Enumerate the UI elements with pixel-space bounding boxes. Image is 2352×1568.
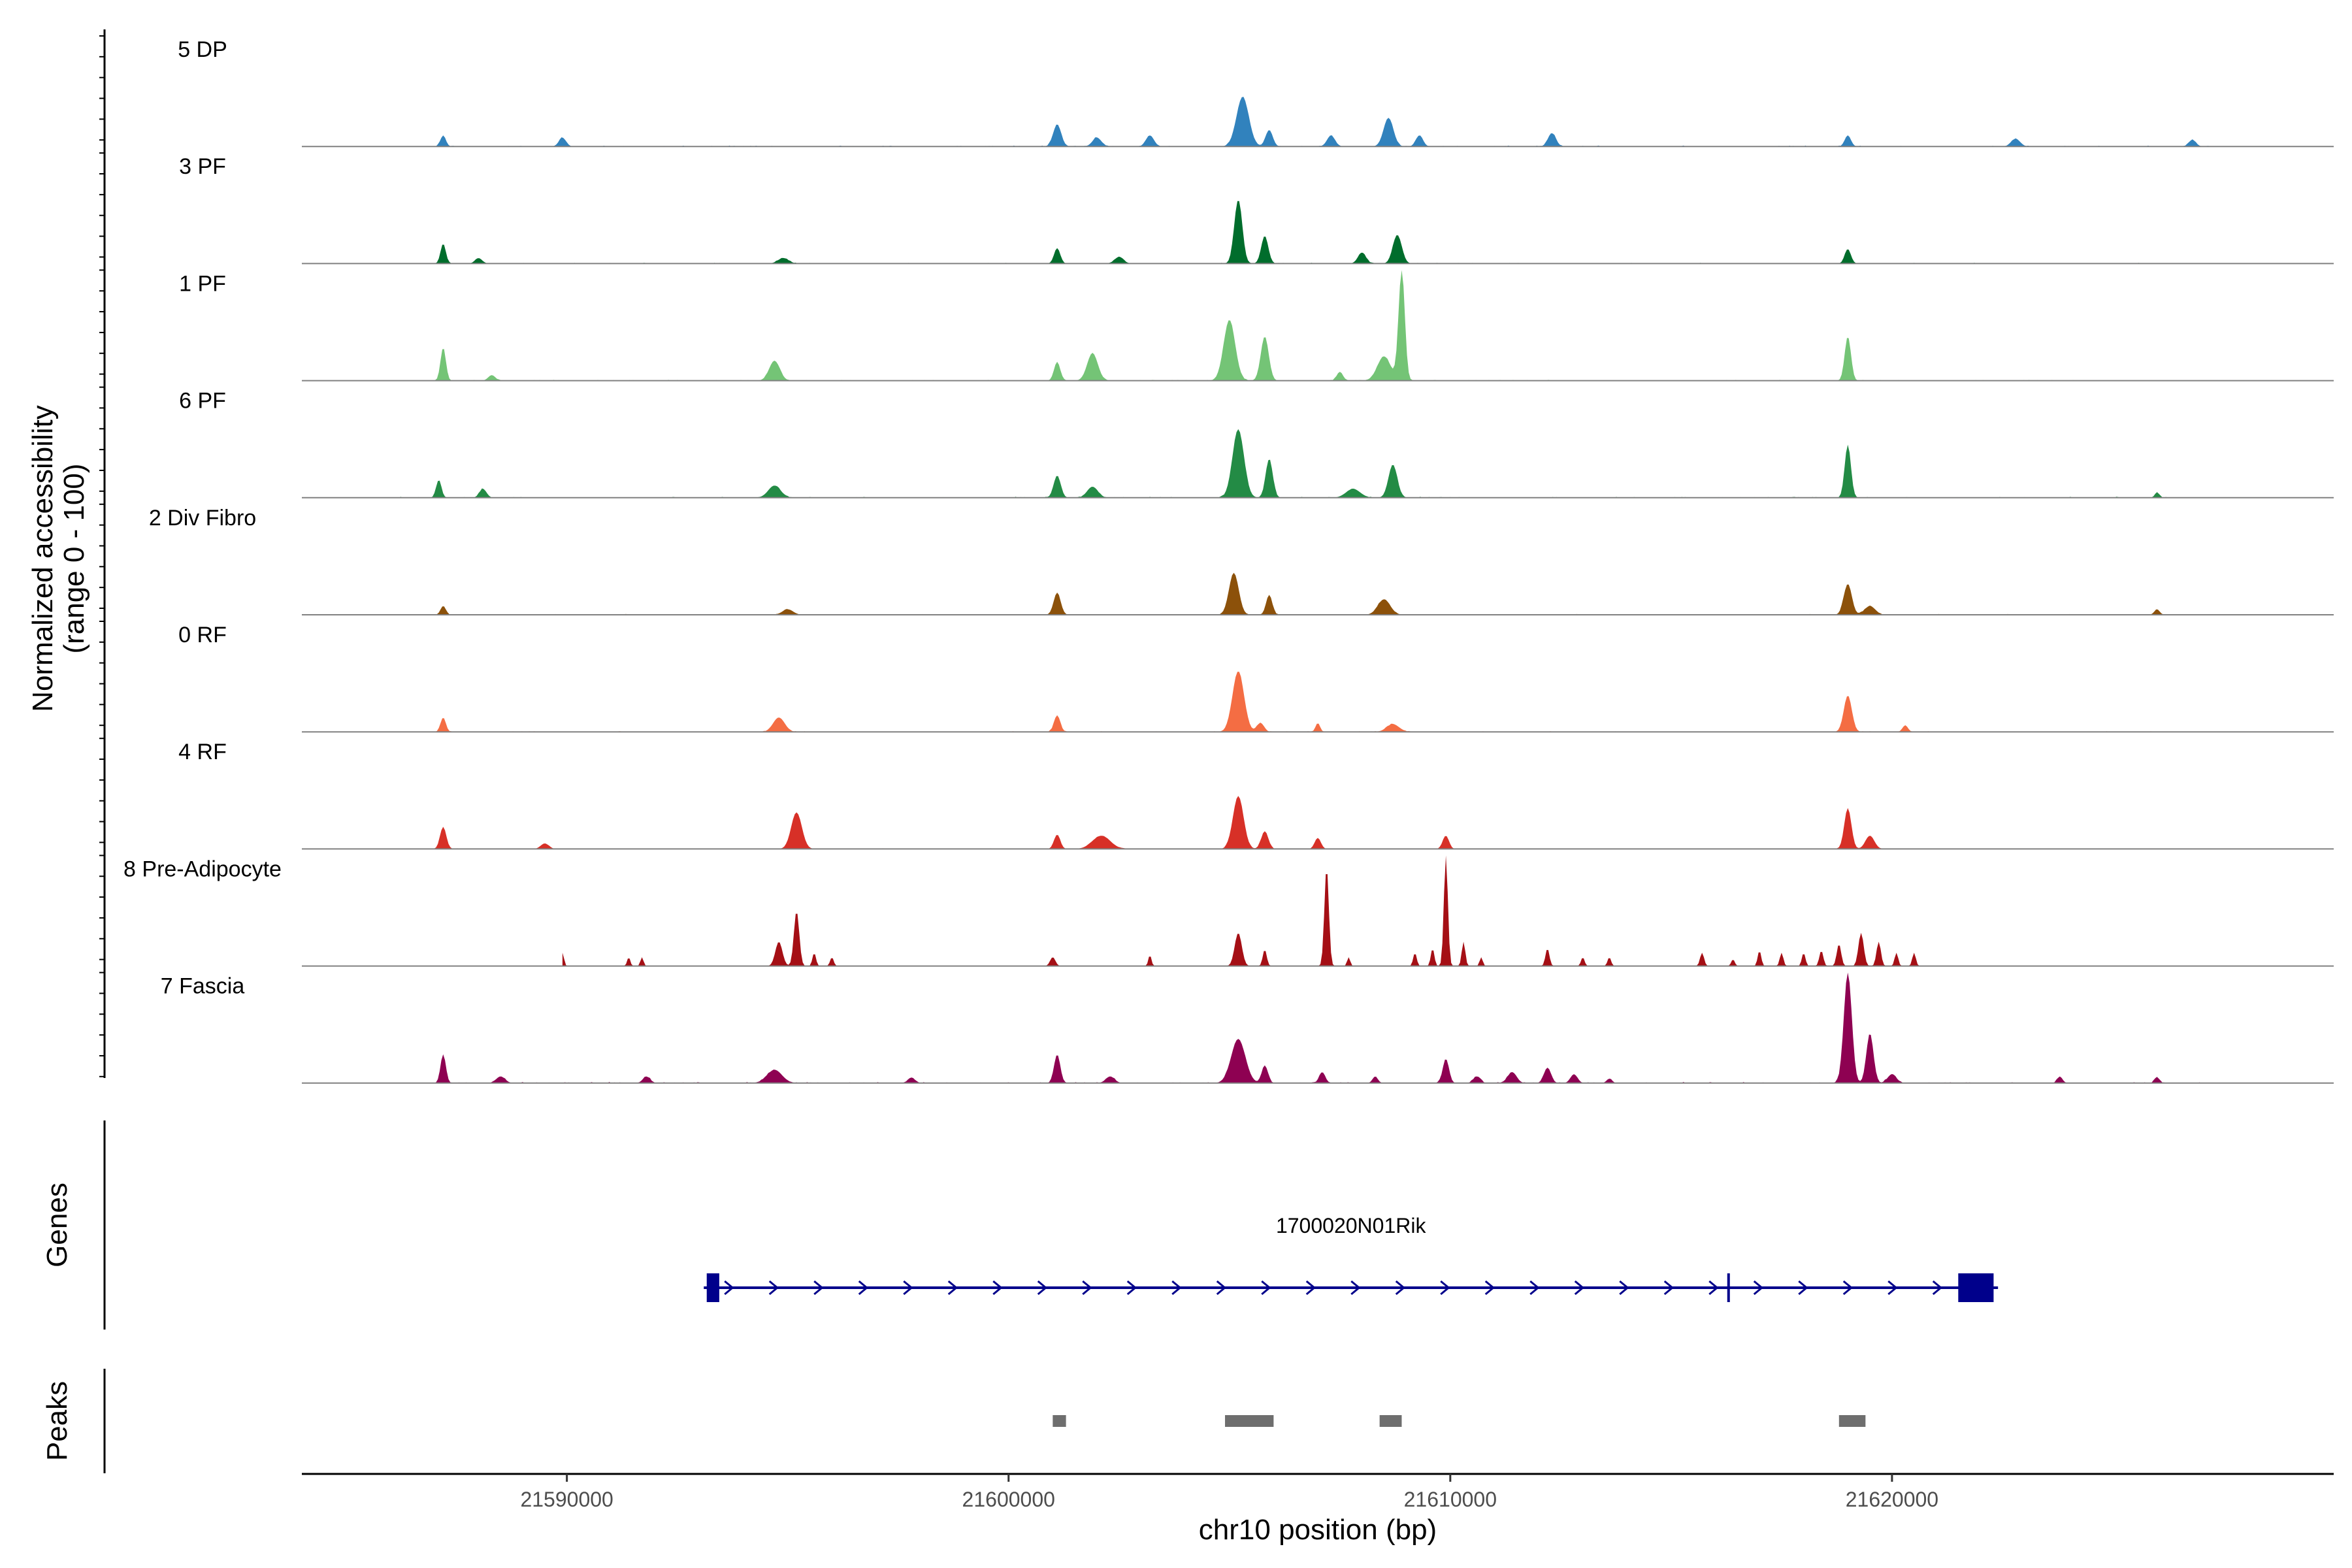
gene-strand-arrow bbox=[1305, 1280, 1316, 1296]
gene-strand-arrow bbox=[1574, 1280, 1585, 1296]
gene-strand-arrow bbox=[1261, 1280, 1271, 1296]
track-signal-area bbox=[399, 972, 2206, 1083]
gene-exon bbox=[708, 1273, 719, 1302]
gene-strand-arrow bbox=[1126, 1280, 1137, 1296]
gene-strand-arrow bbox=[992, 1280, 1003, 1296]
gene-strand-arrow bbox=[1350, 1280, 1361, 1296]
track-3-pf: 3 PF bbox=[179, 154, 2334, 265]
track-label: 4 RF bbox=[178, 740, 227, 764]
gene-strand-arrow bbox=[1619, 1280, 1629, 1296]
gene-strand-arrow bbox=[1037, 1280, 1048, 1296]
track-label: 3 PF bbox=[179, 154, 226, 179]
gene-strand-arrow bbox=[724, 1280, 734, 1296]
gene-strand-arrow bbox=[813, 1280, 824, 1296]
track-6-pf: 6 PF bbox=[179, 389, 2334, 498]
track-label: 1 PF bbox=[179, 271, 226, 296]
track-label: 6 PF bbox=[179, 389, 226, 414]
gene-strand-arrow bbox=[1932, 1280, 1943, 1296]
track-2-div-fibro: 2 Div Fibro bbox=[149, 506, 2334, 615]
gene-strand-arrow bbox=[1529, 1280, 1540, 1296]
track-1-pf: 1 PF bbox=[179, 270, 2334, 382]
gene-strand-arrow bbox=[1082, 1280, 1092, 1296]
gene-strand-arrow bbox=[1887, 1280, 1898, 1296]
track-label: 0 RF bbox=[178, 623, 227, 647]
track-label: 7 Fascia bbox=[161, 974, 245, 999]
gene-strand-arrow bbox=[1395, 1280, 1406, 1296]
gene-strand-arrow bbox=[858, 1280, 869, 1296]
gene-strand-arrow bbox=[1708, 1280, 1719, 1296]
x-axis-tick-label: 21610000 bbox=[1404, 1488, 1497, 1511]
gene-strand-arrow bbox=[1753, 1280, 1764, 1296]
genes-panel-title: Genes bbox=[41, 1183, 73, 1267]
track-7-fascia: 7 Fascia bbox=[161, 972, 2334, 1084]
peaks-panel-title: Peaks bbox=[41, 1381, 73, 1461]
peak-region bbox=[1838, 1415, 1866, 1427]
gene-strand-arrow bbox=[1798, 1280, 1808, 1296]
x-axis-ticks: 21590000 21600000 21610000 21620000 bbox=[520, 1474, 1938, 1511]
gene-name-label: 1700020N01Rik bbox=[1276, 1214, 1427, 1237]
peaks-track bbox=[1053, 1415, 1866, 1427]
peak-region bbox=[1225, 1415, 1274, 1427]
gene-strand-arrow bbox=[947, 1280, 958, 1296]
gene-strand-arrow bbox=[768, 1280, 779, 1296]
x-axis-title: chr10 position (bp) bbox=[1199, 1514, 1437, 1546]
gene-strand-arrow bbox=[903, 1280, 913, 1296]
gene-strand-arrow bbox=[1171, 1280, 1182, 1296]
track-0-rf: 0 RF bbox=[178, 623, 2334, 733]
x-axis-tick-label: 21590000 bbox=[520, 1488, 613, 1511]
gene-strand-arrow bbox=[1484, 1280, 1495, 1296]
gene-strand-arrow bbox=[1440, 1280, 1450, 1296]
track-8-pre-adipocyte: 8 Pre-Adipocyte bbox=[123, 855, 2334, 967]
gene-strand-arrow bbox=[1216, 1280, 1227, 1296]
track-label: 5 DP bbox=[178, 37, 227, 62]
x-axis-tick-label: 21620000 bbox=[1846, 1488, 1938, 1511]
gene-strand-arrow bbox=[1842, 1280, 1854, 1296]
gene-1700020n01rik: 1700020N01Rik bbox=[704, 1214, 1999, 1302]
y-axis-title: Normalized accessibility bbox=[27, 405, 59, 711]
peak-region bbox=[1053, 1415, 1066, 1427]
track-4-rf: 4 RF bbox=[178, 740, 2334, 850]
gene-strand-arrow bbox=[1663, 1280, 1674, 1296]
peak-region bbox=[1379, 1415, 1402, 1427]
y-axis-subtitle: (range 0 - 100) bbox=[58, 463, 90, 653]
gene-exon bbox=[1958, 1273, 1994, 1302]
gene-annotation-track: 1700020N01Rik bbox=[704, 1214, 1999, 1302]
track-5-dp: 5 DP bbox=[178, 37, 2334, 148]
track-label: 2 Div Fibro bbox=[149, 506, 256, 531]
track-label: 8 Pre-Adipocyte bbox=[123, 857, 282, 881]
coverage-tracks: 5 DP 3 PF 1 PF 6 PF 2 Div Fibro 0 RF 4 RF 8 Pre… bbox=[123, 37, 2334, 1084]
x-axis-tick-label: 21600000 bbox=[962, 1488, 1055, 1511]
coverage-y-axis-ticks bbox=[99, 35, 105, 1077]
